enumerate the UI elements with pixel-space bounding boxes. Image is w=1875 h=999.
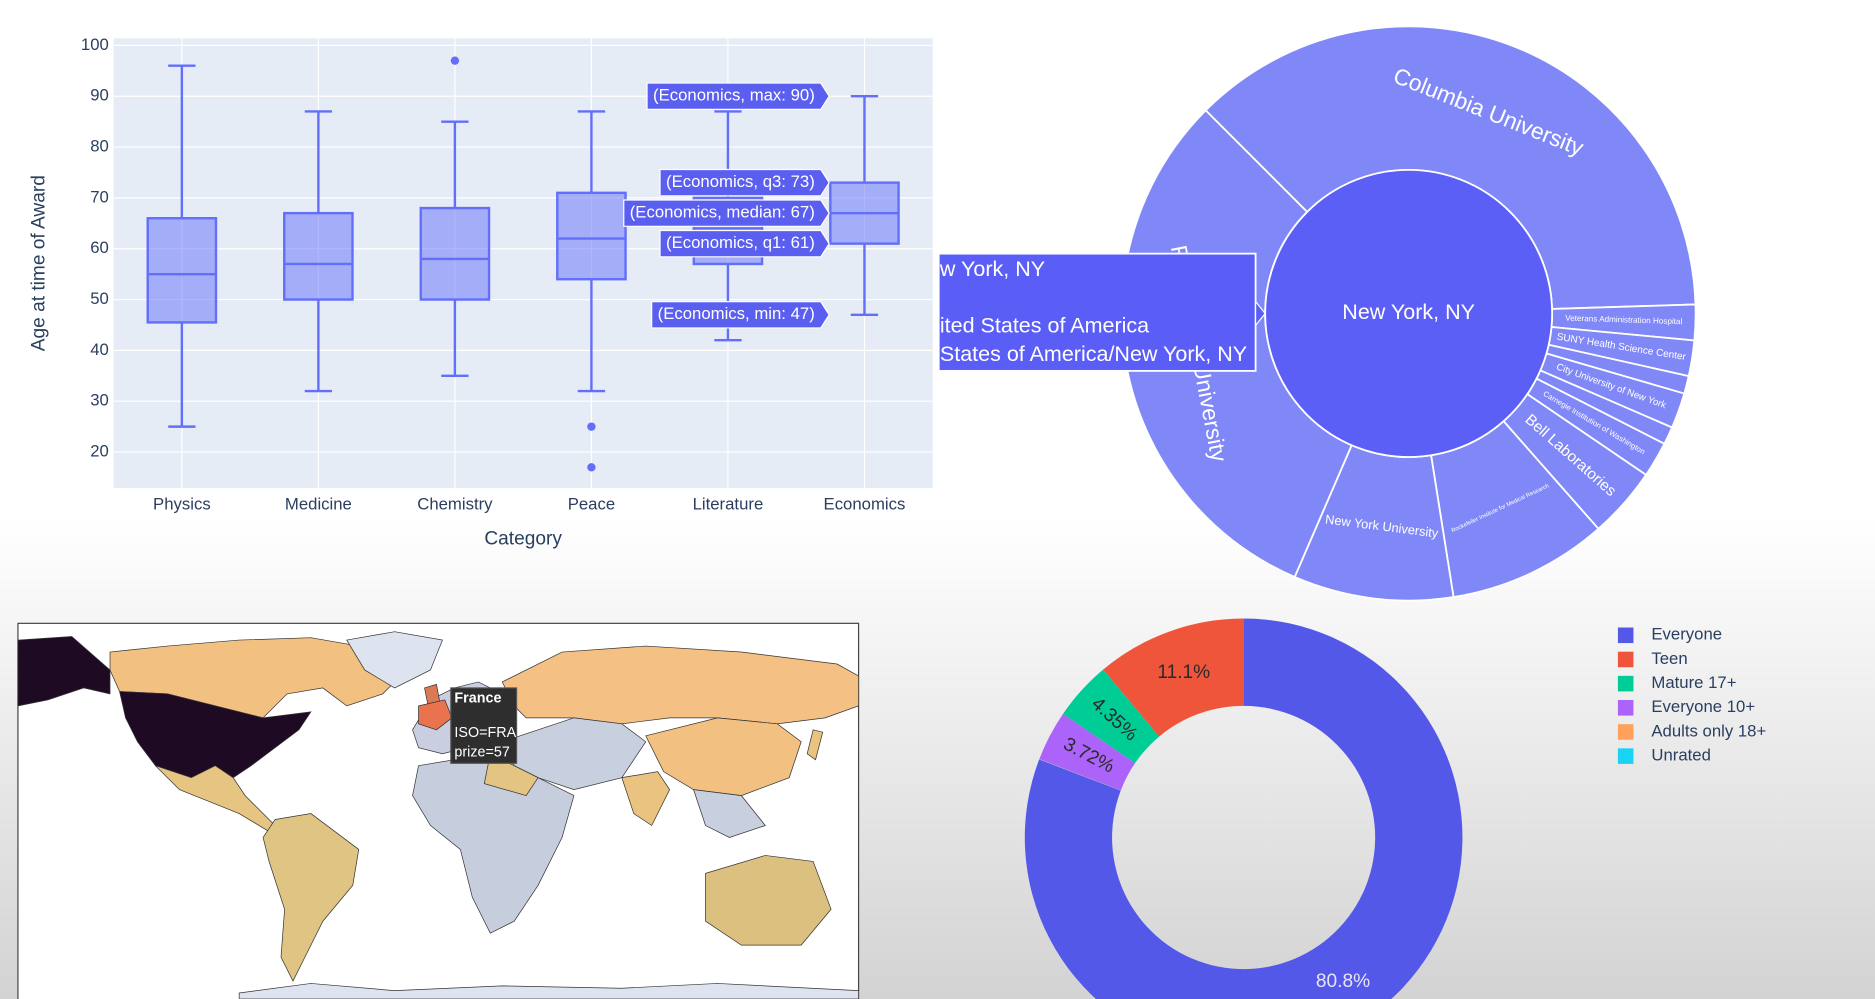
hover-box [659, 168, 830, 197]
hover-box [646, 82, 830, 110]
hover-box [623, 199, 830, 227]
hover-text: w York, NY [939, 257, 1045, 281]
x-tick-label: Economics [824, 494, 906, 513]
country [17, 636, 111, 707]
plot-area [113, 38, 933, 489]
pie-label: 11.1% [1157, 662, 1210, 683]
country [693, 789, 766, 838]
hover-label: (Economics, q3: 73) [666, 172, 815, 191]
legend-swatch [1617, 724, 1634, 740]
legend-label: Everyone [1651, 625, 1722, 644]
y-tick-label: 70 [90, 187, 109, 206]
outlier [450, 56, 460, 65]
y-axis-title: Age at time of Award [29, 175, 50, 351]
segment-label: Veterans Administration Hospital [1565, 314, 1683, 327]
legend-swatch [1617, 700, 1634, 716]
hover-text: ited States of America [940, 313, 1149, 337]
country [645, 717, 802, 796]
country [346, 631, 443, 689]
country [262, 813, 360, 982]
hover-text: States of America/New York, NY [940, 342, 1247, 366]
country [806, 729, 824, 761]
legend-label: Mature 17+ [1651, 673, 1736, 692]
hover-box [937, 252, 1257, 372]
box [146, 217, 218, 324]
y-tick-label: 80 [90, 136, 109, 155]
country [119, 691, 312, 779]
country [621, 771, 671, 827]
pie-slice [1039, 759, 1121, 791]
legend-label: Adults only 18+ [1651, 721, 1766, 740]
legend-swatch [1617, 675, 1634, 692]
hover-box [651, 301, 830, 329]
country [501, 645, 859, 725]
hover-text: prize=57 [454, 744, 509, 760]
x-tick-label: Physics [153, 494, 211, 513]
hover-label: (Economics, q1: 61) [666, 233, 815, 252]
legend-swatch [1617, 651, 1634, 668]
hover-title: France [454, 690, 501, 706]
y-tick-label: 20 [90, 441, 109, 460]
hover-label: (Economics, median: 67) [630, 203, 815, 222]
legend-swatch [1617, 748, 1634, 764]
root-label: New York, NY [1342, 300, 1475, 324]
box [283, 211, 354, 301]
y-tick-label: 100 [81, 35, 109, 54]
hover-label: (Economics, max: 90) [653, 86, 815, 105]
legend-label: Teen [1651, 649, 1687, 668]
legend-label: Unrated [1651, 746, 1711, 765]
pie-label: 80.8% [1316, 971, 1370, 992]
country [238, 983, 859, 999]
x-tick-label: Chemistry [417, 494, 493, 513]
pie-slice [1024, 618, 1463, 999]
y-tick-label: 40 [90, 340, 109, 359]
y-tick-label: 30 [90, 391, 109, 410]
hover-label: (Economics, min: 47) [658, 304, 815, 323]
pie-slice [1039, 759, 1121, 791]
pie-slice [1063, 669, 1160, 764]
hover-arrow [1254, 299, 1266, 328]
outlier [587, 463, 596, 472]
country [705, 855, 832, 946]
box [556, 191, 627, 281]
hover-text: ISO=FRA [454, 725, 516, 741]
legend-swatch [1617, 627, 1634, 644]
y-tick-label: 60 [90, 238, 109, 257]
pie-slice [1039, 713, 1136, 791]
y-tick-label: 90 [90, 86, 109, 105]
outlier [587, 422, 596, 431]
world-map [17, 622, 860, 999]
hover-box [450, 687, 518, 764]
x-tick-label: Peace [568, 494, 615, 513]
hover-box [659, 229, 830, 258]
country [418, 699, 453, 731]
x-axis-title: Category [484, 529, 562, 550]
x-tick-label: Medicine [285, 494, 352, 513]
legend-label: Everyone 10+ [1651, 697, 1755, 716]
country [483, 753, 539, 797]
pie-slice [1103, 618, 1244, 737]
x-tick-label: Literature [693, 494, 764, 513]
y-tick-label: 50 [90, 289, 109, 308]
box [419, 206, 491, 301]
